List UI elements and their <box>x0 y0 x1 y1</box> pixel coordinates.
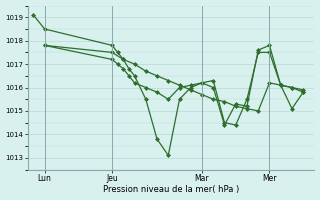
X-axis label: Pression niveau de la mer( hPa ): Pression niveau de la mer( hPa ) <box>103 185 239 194</box>
